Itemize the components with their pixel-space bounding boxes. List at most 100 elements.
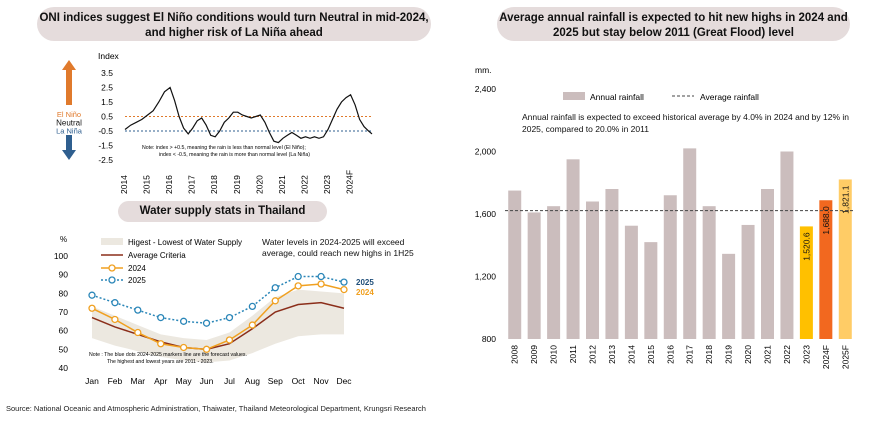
oni-chart-title: ONI indices suggest El Niño conditions w… <box>37 7 431 41</box>
rainfall-xtick-label: 2009 <box>529 345 539 364</box>
rainfall-bar <box>780 151 794 339</box>
oni-ytick-label: -0.5 <box>98 126 113 136</box>
rainfall-bar <box>527 212 541 339</box>
water-series-marker <box>157 313 165 322</box>
rainfall-yunit: mm. <box>475 65 492 75</box>
water-xtick-label: Apr <box>154 376 167 386</box>
water-annotation: Water levels in 2024-2025 will exceed av… <box>262 237 414 258</box>
water-series-marker <box>340 285 348 294</box>
rainfall-ytick-label: 2,000 <box>475 147 497 157</box>
water-xtick-label: Sep <box>268 376 283 386</box>
oni-ytick-label: -2.5 <box>98 155 113 165</box>
legend-2025-label: 2025 <box>128 276 146 285</box>
rainfall-ytick-label: 2,400 <box>475 84 497 94</box>
water-xtick-label: Mar <box>130 376 145 386</box>
water-series-marker <box>134 328 142 337</box>
oni-ytick-label: 1.5 <box>101 97 113 107</box>
rainfall-xtick-label: 2017 <box>685 345 695 364</box>
rainfall-data-label: 1,821.1 <box>840 185 850 214</box>
oni-xtick-label: 2022 <box>299 175 309 194</box>
oni-series-line <box>124 86 373 144</box>
water-series-marker <box>111 299 119 307</box>
legend-2024-label: 2024 <box>128 264 146 273</box>
rainfall-bar <box>547 206 561 339</box>
water-ytick-label: 80 <box>59 288 69 298</box>
rainfall-xtick-label: 2012 <box>588 345 598 364</box>
water-supply-chart: % 100 90 80 70 60 50 40 Jan Feb Mar Apr May Jun Jul A… <box>54 235 414 386</box>
water-xtick-label: Jul <box>224 376 235 386</box>
water-note-line-2: The highest and lowest years are 2011 - … <box>107 359 214 365</box>
oni-xtick-label: 2024F <box>345 170 355 194</box>
oni-note-line-2: index < -0.5, meaning the rain is more t… <box>159 152 310 158</box>
water-ytick-label: 40 <box>59 363 69 373</box>
water-xtick-label: Jan <box>85 376 99 386</box>
water-ytick-label: 60 <box>59 326 69 336</box>
water-series-marker <box>179 343 188 352</box>
oni-xtick-label: 2014 <box>119 175 129 194</box>
water-series-marker <box>294 282 302 290</box>
rainfall-xtick-label: 2008 <box>510 345 520 364</box>
legend-band-label: Higest - Lowest of Water Supply <box>128 238 242 247</box>
water-xtick-label: Oct <box>292 376 306 386</box>
rainfall-xtick-label: 2014 <box>626 345 636 364</box>
rainfall-xtick-label: 2015 <box>646 345 656 364</box>
rainfall-bar <box>702 206 716 339</box>
water-series-marker <box>225 336 234 344</box>
legend-annual-label: Annual rainfall <box>590 92 644 102</box>
water-note-line-1: Note : The blue dots 2024-2025 markers l… <box>89 352 247 358</box>
la-nina-arrow-icon <box>62 135 76 160</box>
rainfall-ytick-label: 1,600 <box>475 209 497 219</box>
rainfall-annotation: Annual rainfall is expected to exceed hi… <box>522 112 849 134</box>
rainfall-data-label: 1,688.0 <box>821 206 831 235</box>
water-ytick-label: 100 <box>54 251 68 261</box>
rainfall-bar <box>605 189 619 339</box>
oni-xtick-label: 2021 <box>277 175 287 194</box>
rainfall-bar <box>838 179 852 339</box>
water-series-marker <box>179 317 188 325</box>
rainfall-xtick-label: 2013 <box>607 345 617 364</box>
oni-xtick-label: 2017 <box>187 175 197 194</box>
water-series-marker <box>225 313 234 322</box>
oni-chart: Index 3.5 2.5 1.5 0.5 -0.5 -1.5 -2.5 2014 2015 2… <box>56 51 373 194</box>
rainfall-bar <box>722 253 736 339</box>
water-xtick-label: Nov <box>314 376 330 386</box>
rainfall-xtick-label: 2022 <box>782 345 792 364</box>
oni-xtick-label: 2019 <box>232 175 242 194</box>
rainfall-bar <box>644 242 658 339</box>
rainfall-data-label: 1,520.6 <box>801 232 811 261</box>
rainfall-xtick-label: 2016 <box>665 345 675 364</box>
water-series-marker <box>88 304 96 312</box>
rainfall-bar <box>741 224 755 339</box>
rainfall-ytick-label: 1,200 <box>475 272 497 282</box>
water-series-line <box>91 301 345 351</box>
rainfall-bar <box>624 225 638 339</box>
rainfall-bar <box>586 201 599 339</box>
neutral-label: Neutral <box>56 119 82 128</box>
oni-xtick-label: 2020 <box>254 175 264 194</box>
water-end-label-2024: 2024 <box>356 288 374 297</box>
rainfall-bar <box>761 189 774 339</box>
la-nina-label: La Niña <box>56 127 83 136</box>
water-series-marker <box>340 278 348 286</box>
water-ytick-label: 70 <box>59 307 69 317</box>
water-chart-title: Water supply stats in Thailand <box>118 201 327 222</box>
water-ytick-label: 50 <box>59 344 69 354</box>
rainfall-bar <box>566 159 580 339</box>
water-ylabel: % <box>60 235 67 244</box>
source-note: Source: National Oceanic and Atmospheric… <box>6 404 426 413</box>
rainfall-bar <box>819 200 833 339</box>
water-series-marker <box>294 272 302 281</box>
oni-xtick-label: 2015 <box>142 175 152 194</box>
legend-average-rainfall-label: Average rainfall <box>700 92 759 102</box>
rainfall-xtick-label: 2018 <box>704 345 714 364</box>
water-series-marker <box>88 291 96 299</box>
rainfall-xtick-label: 2011 <box>568 345 578 364</box>
rainfall-chart: mm. 2,400 2,000 1,600 1,200 800 2008 2009 2010… <box>475 65 855 369</box>
oni-ytick-label: 2.5 <box>101 83 113 93</box>
legend-annual-swatch <box>563 92 585 100</box>
oni-ytick-label: -1.5 <box>98 141 113 151</box>
water-ytick-label: 90 <box>59 270 69 280</box>
oni-ylabel: Index <box>98 51 120 61</box>
rainfall-bar <box>799 226 813 339</box>
water-high-low-band <box>92 289 344 363</box>
